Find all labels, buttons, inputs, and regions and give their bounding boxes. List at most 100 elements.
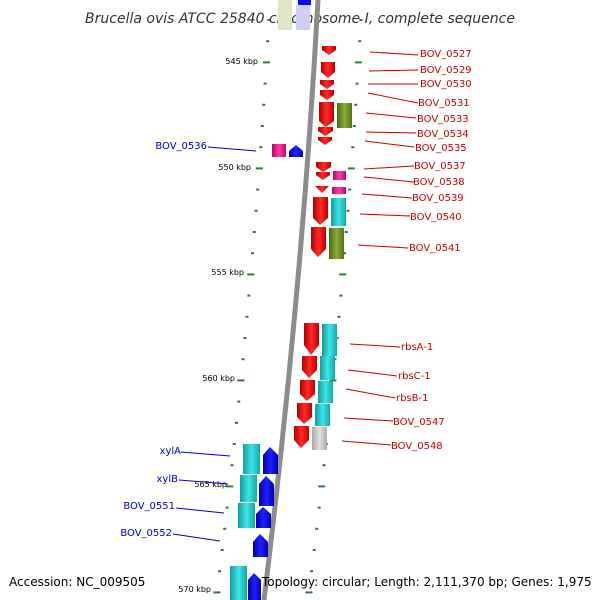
gene-feature[interactable] [240,475,257,502]
gene-feature[interactable] [296,5,310,30]
gene-feature[interactable] [297,403,312,424]
gene-feature[interactable] [263,447,278,474]
gene-feature[interactable] [313,197,328,225]
gene-label[interactable]: BOV_0529 [420,65,472,76]
gene-feature[interactable] [318,381,333,403]
reverse-labels [172,146,257,542]
gene-label[interactable]: rbsC-1 [398,371,431,382]
gene-label[interactable]: rbsB-1 [396,393,429,404]
gene-feature[interactable] [318,127,333,136]
gene-feature[interactable] [320,80,334,89]
gene-feature[interactable] [256,507,271,528]
gene-feature[interactable] [304,323,319,355]
leader-line [365,131,417,134]
accession-label: Accession: NC_009505 [9,575,146,589]
gene-label[interactable]: BOV_0533 [417,114,469,125]
leader-line [172,533,221,542]
leader-line [357,244,409,249]
gene-feature[interactable] [302,356,317,378]
gene-label[interactable]: BOV_0530 [420,79,472,90]
reverse-features [230,144,303,600]
scale-labels: 545 kbp 550 kbp 555 kbp 560 kbp 565 kbp … [178,57,258,594]
gene-feature[interactable] [331,198,346,226]
scale-label: 565 kbp [194,480,227,489]
gene-label[interactable]: BOV_0531 [418,98,470,109]
forward-labels [341,51,419,446]
gene-feature[interactable] [337,103,352,128]
gene-label[interactable]: BOV_0536 [155,141,207,152]
gene-label[interactable]: BOV_0527 [420,49,472,60]
topology-label: Topology: circular; Length: 2,111,370 bp… [262,575,592,589]
gene-feature[interactable] [318,137,332,145]
gene-feature[interactable] [289,145,303,157]
leader-line [180,451,231,457]
gene-feature[interactable] [329,228,344,259]
gene-label[interactable]: BOV_0539 [412,193,464,204]
scale-label: 570 kbp [178,585,211,594]
gene-label[interactable]: BOV_0535 [415,143,467,154]
gene-label[interactable]: BOV_0534 [417,129,469,140]
gene-feature[interactable] [315,186,329,193]
leader-line [369,51,419,56]
leader-line [361,193,413,199]
gene-feature[interactable] [230,566,247,600]
chromosome-backbone [261,0,321,600]
leader-line [343,417,394,422]
gene-feature[interactable] [322,46,336,55]
leader-line [349,343,401,348]
gene-label[interactable]: BOV_0538 [413,177,465,188]
gene-feature[interactable] [248,573,261,600]
leader-line [207,146,257,152]
gene-feature[interactable] [315,404,330,426]
leader-line [367,92,419,104]
leader-line [363,165,415,170]
gene-label[interactable]: BOV_0537 [414,161,466,172]
gene-feature[interactable] [294,426,309,448]
leader-line [363,176,415,183]
leader-line [345,388,396,399]
gene-feature[interactable] [259,476,274,506]
gene-label[interactable]: BOV_0551 [123,501,175,512]
gene-feature[interactable] [320,90,334,100]
gene-label[interactable]: xylA [160,446,182,457]
gene-feature[interactable] [238,503,255,528]
leader-line [347,369,398,377]
reverse-label-text: BOV_0536 xylA xylB BOV_0551 BOV_0552 [120,141,207,539]
gene-feature[interactable] [300,380,315,401]
gene-label[interactable]: BOV_0552 [120,528,172,539]
gene-label[interactable]: xylB [157,474,179,485]
leader-line [365,112,417,119]
gene-feature[interactable] [278,0,292,30]
scale-label: 545 kbp [225,57,258,66]
gene-feature[interactable] [311,227,326,257]
gene-feature[interactable] [298,0,311,5]
forward-features [294,46,352,450]
gene-feature[interactable] [312,427,327,450]
gene-feature[interactable] [272,144,286,157]
leader-line [175,507,225,514]
leader-line [368,69,419,72]
leader-line [364,140,415,148]
gene-feature[interactable] [333,171,346,180]
gene-label[interactable]: BOV_0540 [410,212,462,223]
gene-label[interactable]: rbsA-1 [401,342,433,353]
gene-feature[interactable] [319,102,334,127]
forward-label-text: BOV_0527 BOV_0529 BOV_0530 BOV_0531 BOV_… [391,49,472,452]
gene-feature[interactable] [316,172,330,180]
gene-feature[interactable] [322,324,337,356]
scale-label: 560 kbp [202,374,235,383]
gene-feature[interactable] [316,162,331,172]
gene-label[interactable]: BOV_0541 [409,243,461,254]
scale-label: 550 kbp [218,163,251,172]
gene-label[interactable]: BOV_0547 [393,417,445,428]
gene-label[interactable]: BOV_0548 [391,441,443,452]
gene-feature[interactable] [321,62,335,78]
leader-line [341,440,392,446]
gene-feature[interactable] [253,534,268,557]
gene-feature[interactable] [332,187,346,194]
gene-feature[interactable] [243,444,260,474]
leader-line [178,479,229,485]
gene-feature[interactable] [320,356,335,380]
leader-line [359,213,411,217]
